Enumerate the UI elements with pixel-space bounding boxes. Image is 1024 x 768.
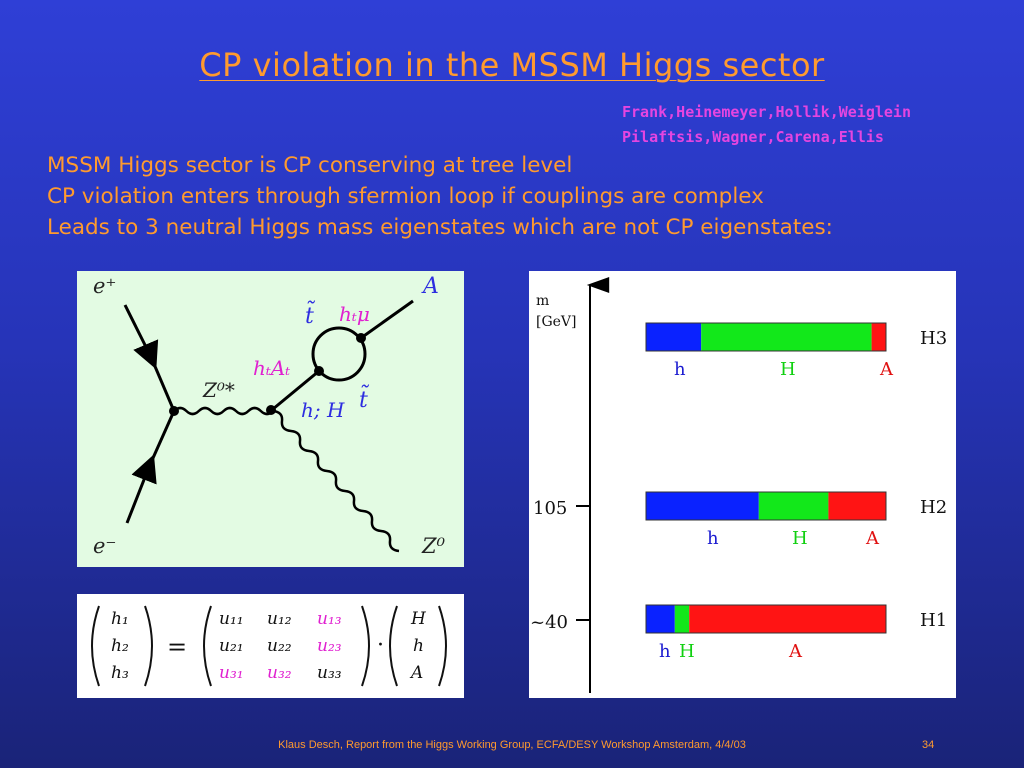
- bar-segment-h: [646, 492, 759, 520]
- component-label: A: [865, 528, 880, 549]
- label-ht-at: hₜAₜ: [253, 356, 290, 380]
- author-references: Frank,Heinemeyer,Hollik,Weiglein Pilafts…: [622, 100, 911, 150]
- bar-frame: [645, 604, 887, 634]
- stop-loop: [311, 326, 367, 382]
- feynman-diagram: e⁺ e⁻ Z⁰* Z⁰ A t̃ hₜμ hₜAₜ t̃ h; H: [77, 271, 464, 567]
- rhs-entry: h: [413, 636, 424, 656]
- matrix-entry: u₃₃: [317, 663, 342, 683]
- bar-segment-h: [646, 605, 675, 633]
- multiply-dot: ·: [377, 633, 384, 658]
- bar-segment-A: [828, 492, 886, 520]
- equals-sign: =: [167, 633, 187, 661]
- component-label: h: [707, 528, 719, 549]
- z-boson-line: [272, 409, 400, 553]
- mixing-matrix-svg: h₁ h₂ h₃ u₁₁ u₁₂ u₁₃ u₂₁ u₂₂ u₂₃ u₃₁ u₃₂…: [91, 605, 447, 687]
- bullet-item: Leads to 3 neutral Higgs mass eigenstate…: [47, 215, 833, 240]
- matrix-entry: u₂₁: [219, 636, 244, 656]
- lhs-entry: h₂: [111, 636, 129, 656]
- z-star-propagator: [173, 406, 275, 416]
- bar-segment-H: [674, 605, 690, 633]
- matrix-entry: u₁₃: [317, 609, 342, 629]
- label-stop-bottom: t̃: [359, 383, 370, 413]
- component-label: A: [879, 359, 894, 380]
- matrix-entry: u₁₂: [267, 609, 292, 629]
- matrix-entry: u₃₁: [219, 663, 244, 683]
- a-boson-line: [360, 299, 414, 340]
- higgs-line: [272, 369, 320, 411]
- slide-title: CP violation in the MSSM Higgs sector: [199, 46, 825, 84]
- eigenstate-label: H3: [920, 328, 947, 349]
- component-label: H: [780, 359, 796, 380]
- label-a: A: [421, 274, 439, 299]
- component-label: h: [659, 641, 671, 662]
- label-e-plus: e⁺: [93, 274, 117, 298]
- rhs-entry: A: [409, 663, 423, 683]
- feynman-diagram-svg: e⁺ e⁻ Z⁰* Z⁰ A t̃ hₜμ hₜAₜ t̃ h; H: [93, 274, 446, 558]
- label-z0: Z⁰: [421, 534, 446, 558]
- paren-left: [203, 605, 212, 687]
- lhs-entry: h₁: [111, 609, 129, 629]
- vertex: [169, 406, 179, 416]
- vertex: [314, 366, 324, 376]
- matrix-entry: u₃₂: [267, 663, 292, 683]
- component-label: H: [792, 528, 808, 549]
- matrix-entry: u₁₁: [219, 609, 244, 629]
- paren-right: [361, 605, 370, 687]
- bar-segment-H: [758, 492, 829, 520]
- rhs-entry: H: [410, 609, 427, 629]
- bar-segment-A: [871, 323, 886, 351]
- tick-label: 105: [533, 498, 567, 519]
- component-label: A: [788, 641, 803, 662]
- electron-line-b: [147, 410, 176, 468]
- positron-line-b: [133, 339, 176, 412]
- paren-left: [389, 605, 398, 687]
- bar-frame: [645, 491, 887, 521]
- vertex: [266, 405, 276, 415]
- eigenstate-label: H1: [920, 610, 947, 631]
- bar-segment-A: [689, 605, 886, 633]
- axis-label-m: m: [536, 293, 549, 309]
- label-ht-mu: hₜμ: [339, 302, 370, 326]
- matrix-entry: u₂₂: [267, 636, 292, 656]
- mass-composition-chart: m [GeV] 105 ~40 H3 h H A H2 h H A H1 h H A: [529, 271, 956, 698]
- reference-line: Pilaftsis,Wagner,Carena,Ellis: [622, 128, 884, 146]
- positron-line-a: [123, 304, 153, 358]
- bar-segment-h: [646, 323, 702, 351]
- matrix-entry: u₂₃: [317, 636, 342, 656]
- axis-label-unit: [GeV]: [536, 314, 577, 330]
- paren-right: [438, 605, 447, 687]
- mixing-matrix: h₁ h₂ h₃ u₁₁ u₁₂ u₁₃ u₂₁ u₂₂ u₂₃ u₃₁ u₃₂…: [77, 594, 464, 698]
- bar-segment-H: [701, 323, 872, 351]
- electron-line-a: [125, 454, 157, 524]
- slide-footer: Klaus Desch, Report from the Higgs Worki…: [278, 739, 746, 751]
- component-label: H: [679, 641, 695, 662]
- page-number: 34: [922, 739, 935, 751]
- vertex: [356, 333, 366, 343]
- reference-line: Frank,Heinemeyer,Hollik,Weiglein: [622, 103, 911, 121]
- component-label: h: [674, 359, 686, 380]
- bullet-list: MSSM Higgs sector is CP conserving at tr…: [47, 150, 833, 243]
- tick-label: ~40: [530, 612, 568, 633]
- bullet-item: MSSM Higgs sector is CP conserving at tr…: [47, 153, 573, 178]
- label-h-H: h; H: [301, 398, 345, 422]
- bar-frame: [645, 322, 887, 352]
- lhs-entry: h₃: [111, 663, 129, 683]
- label-z-star: Z⁰*: [202, 378, 235, 402]
- paren-left: [91, 605, 100, 687]
- label-e-minus: e⁻: [93, 534, 117, 558]
- paren-right: [144, 605, 153, 687]
- bullet-item: CP violation enters through sfermion loo…: [47, 184, 764, 209]
- label-stop-top: t̃: [305, 299, 316, 329]
- eigenstate-label: H2: [920, 497, 947, 518]
